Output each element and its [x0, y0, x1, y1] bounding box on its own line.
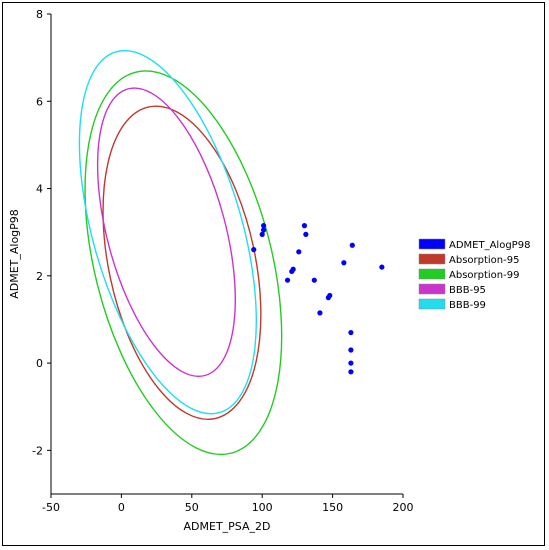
- data-point: [303, 231, 309, 237]
- legend-swatch: [418, 298, 446, 310]
- x-tick-label: 100: [252, 501, 273, 514]
- ellipse-bbb-95: [96, 87, 236, 378]
- data-point: [296, 249, 302, 255]
- ellipse-absorption-95: [102, 105, 262, 420]
- y-tick-label: 0: [36, 357, 43, 370]
- y-tick-label: 4: [36, 183, 43, 196]
- legend-swatch: [418, 253, 446, 265]
- ellipse-layer: [78, 49, 283, 456]
- y-tick-label: 8: [36, 8, 43, 21]
- x-axis-title: ADMET_PSA_2D: [184, 520, 271, 533]
- legend-label: BBB-95: [449, 285, 486, 296]
- data-point: [311, 277, 317, 283]
- x-tick-label: -50: [42, 501, 60, 514]
- data-point: [327, 292, 333, 299]
- chart-frame: [2, 2, 545, 546]
- data-point: [251, 247, 257, 253]
- x-tick-label: 150: [322, 501, 343, 514]
- data-point: [348, 369, 354, 375]
- y-axis-title: ADMET_AlogP98: [8, 209, 21, 299]
- legend: ADMET_AlogP98 Absorption-95 Absorption-99 B…: [418, 238, 530, 311]
- y-tick-label: 2: [36, 270, 43, 283]
- data-point: [284, 277, 291, 283]
- data-point: [261, 223, 267, 229]
- ellipse-absorption-99: [84, 70, 283, 456]
- x-tick-label: 200: [393, 501, 414, 514]
- legend-label: Absorption-95: [449, 255, 519, 266]
- y-tick-label: -2: [32, 444, 43, 457]
- data-point: [349, 242, 355, 248]
- data-point: [261, 227, 267, 233]
- legend-swatch: [418, 283, 446, 295]
- axes: [47, 13, 404, 498]
- tick-labels: -50 0 50 100 150 200 -2 0 2 4 6 8: [32, 8, 413, 514]
- legend-label: Absorption-99: [449, 270, 519, 281]
- x-tick-label: 50: [185, 501, 199, 514]
- data-point: [379, 264, 385, 270]
- data-point: [341, 260, 347, 266]
- legend-label: ADMET_AlogP98: [449, 240, 530, 251]
- data-point: [348, 347, 354, 353]
- data-point: [317, 310, 323, 316]
- data-point: [348, 329, 354, 336]
- data-point: [290, 266, 296, 272]
- point-layer: [251, 223, 385, 375]
- x-tick-label: 0: [118, 501, 125, 514]
- data-point: [259, 231, 265, 237]
- legend-label: BBB-99: [449, 300, 486, 311]
- ellipse-bbb-99: [78, 49, 257, 415]
- data-point: [301, 223, 308, 229]
- data-point: [348, 360, 354, 366]
- legend-swatch: [418, 268, 446, 280]
- legend-swatch: [418, 238, 446, 250]
- y-tick-label: 6: [36, 95, 43, 108]
